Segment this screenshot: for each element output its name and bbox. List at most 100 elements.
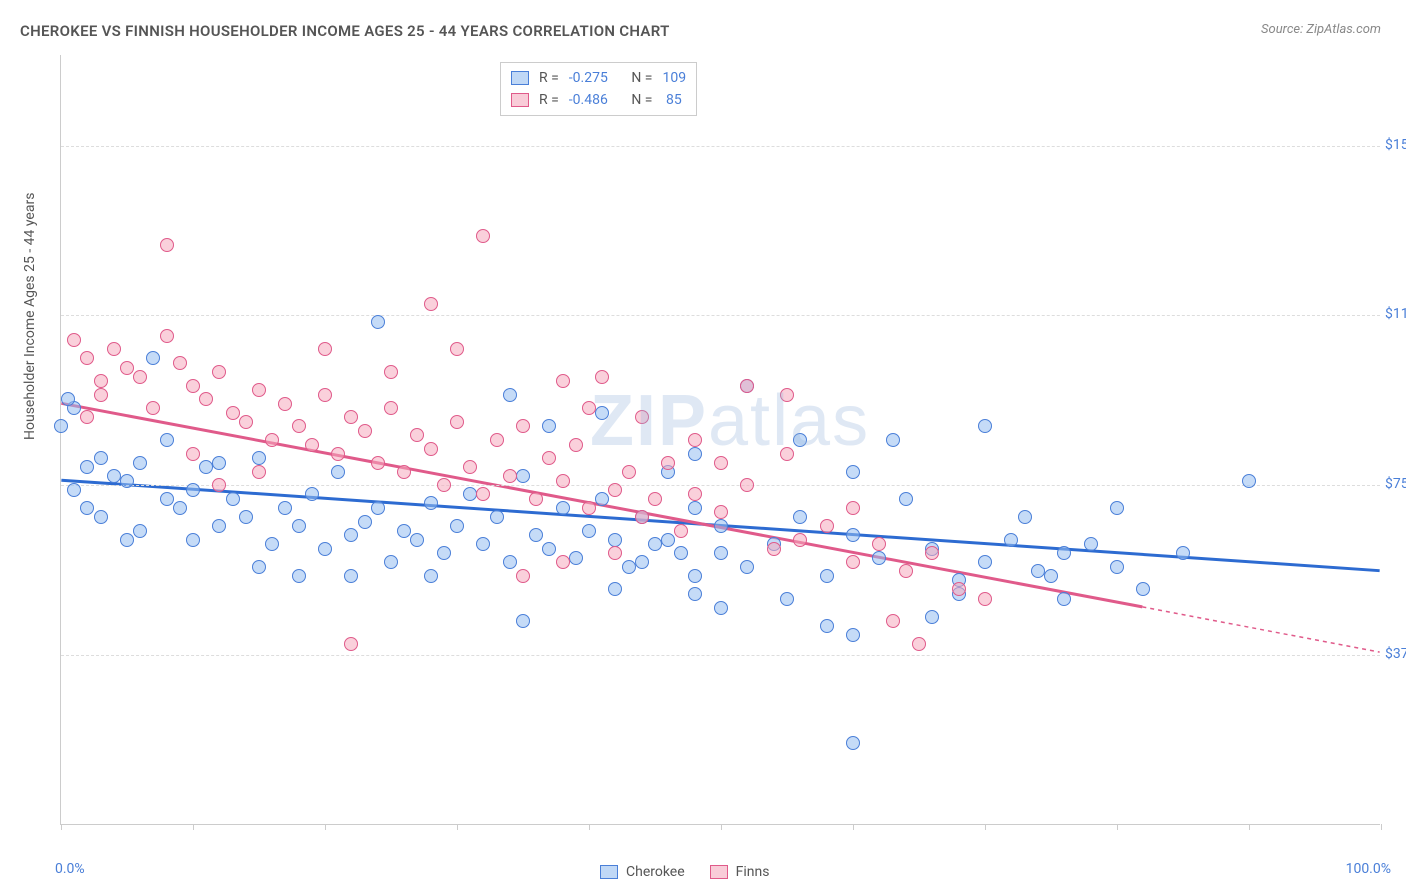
y-axis-label: Householder Income Ages 25 - 44 years	[22, 193, 38, 440]
scatter-point	[186, 483, 200, 497]
scatter-point	[410, 533, 424, 547]
r-value-cherokee: -0.275	[569, 67, 608, 89]
scatter-point	[635, 555, 649, 569]
scatter-point	[133, 370, 147, 384]
scatter-point	[212, 478, 226, 492]
scatter-point	[740, 478, 754, 492]
scatter-point	[595, 492, 609, 506]
scatter-point	[556, 555, 570, 569]
scatter-point	[437, 546, 451, 560]
scatter-point	[384, 365, 398, 379]
scatter-point	[542, 451, 556, 465]
scatter-point	[846, 555, 860, 569]
x-tick	[61, 824, 62, 830]
scatter-point	[622, 465, 636, 479]
scatter-point	[358, 515, 372, 529]
series-legend: Cherokee Finns	[600, 864, 770, 880]
scatter-point	[846, 628, 860, 642]
scatter-point	[318, 342, 332, 356]
scatter-point	[463, 487, 477, 501]
scatter-point	[410, 428, 424, 442]
scatter-point	[582, 401, 596, 415]
scatter-point	[635, 510, 649, 524]
scatter-point	[61, 392, 75, 406]
scatter-point	[186, 533, 200, 547]
scatter-point	[212, 365, 226, 379]
scatter-point	[252, 383, 266, 397]
scatter-point	[67, 333, 81, 347]
scatter-point	[1136, 582, 1150, 596]
scatter-point	[556, 474, 570, 488]
scatter-point	[371, 501, 385, 515]
swatch-finns-icon	[710, 865, 728, 879]
scatter-point	[344, 410, 358, 424]
scatter-point	[120, 474, 134, 488]
scatter-point	[688, 433, 702, 447]
x-tick	[853, 824, 854, 830]
scatter-point	[424, 569, 438, 583]
scatter-point	[952, 582, 966, 596]
x-axis-min-label: 0.0%	[55, 861, 85, 877]
scatter-point	[978, 419, 992, 433]
scatter-point	[344, 528, 358, 542]
scatter-point	[1018, 510, 1032, 524]
scatter-point	[714, 546, 728, 560]
y-tick-label: $75,000	[1385, 476, 1406, 492]
scatter-point	[886, 433, 900, 447]
scatter-point	[688, 447, 702, 461]
scatter-point	[160, 329, 174, 343]
scatter-point	[186, 447, 200, 461]
n-label: N =	[631, 89, 652, 111]
scatter-point	[529, 528, 543, 542]
x-tick	[721, 824, 722, 830]
scatter-point	[556, 374, 570, 388]
scatter-point	[582, 524, 596, 538]
scatter-point	[331, 465, 345, 479]
scatter-point	[146, 351, 160, 365]
scatter-point	[925, 546, 939, 560]
scatter-point	[1176, 546, 1190, 560]
scatter-point	[820, 569, 834, 583]
scatter-point	[160, 492, 174, 506]
scatter-point	[608, 546, 622, 560]
legend-item-finns: Finns	[710, 864, 770, 880]
scatter-point	[886, 614, 900, 628]
scatter-point	[212, 519, 226, 533]
scatter-point	[780, 592, 794, 606]
scatter-point	[265, 537, 279, 551]
scatter-point	[1110, 501, 1124, 515]
swatch-finns-icon	[511, 93, 529, 107]
stats-row-finns: R = -0.486 N = 85	[511, 89, 686, 111]
scatter-point	[120, 361, 134, 375]
legend-label-finns: Finns	[736, 864, 770, 880]
scatter-point	[1057, 592, 1071, 606]
stats-row-cherokee: R = -0.275 N = 109	[511, 67, 686, 89]
scatter-point	[780, 447, 794, 461]
x-tick	[985, 824, 986, 830]
scatter-point	[1004, 533, 1018, 547]
scatter-point	[80, 351, 94, 365]
scatter-point	[424, 496, 438, 510]
scatter-point	[714, 505, 728, 519]
scatter-point	[120, 533, 134, 547]
scatter-point	[608, 533, 622, 547]
scatter-point	[714, 519, 728, 533]
scatter-point	[516, 569, 530, 583]
scatter-point	[450, 415, 464, 429]
x-tick	[457, 824, 458, 830]
scatter-point	[1110, 560, 1124, 574]
scatter-point	[239, 415, 253, 429]
scatter-point	[252, 451, 266, 465]
scatter-point	[793, 533, 807, 547]
scatter-point	[424, 442, 438, 456]
scatter-point	[305, 487, 319, 501]
scatter-point	[582, 501, 596, 515]
scatter-point	[490, 510, 504, 524]
scatter-point	[212, 456, 226, 470]
scatter-point	[265, 433, 279, 447]
scatter-point	[252, 560, 266, 574]
scatter-point	[688, 487, 702, 501]
scatter-point	[767, 542, 781, 556]
chart-title: CHEROKEE VS FINNISH HOUSEHOLDER INCOME A…	[20, 22, 670, 40]
scatter-point	[133, 456, 147, 470]
